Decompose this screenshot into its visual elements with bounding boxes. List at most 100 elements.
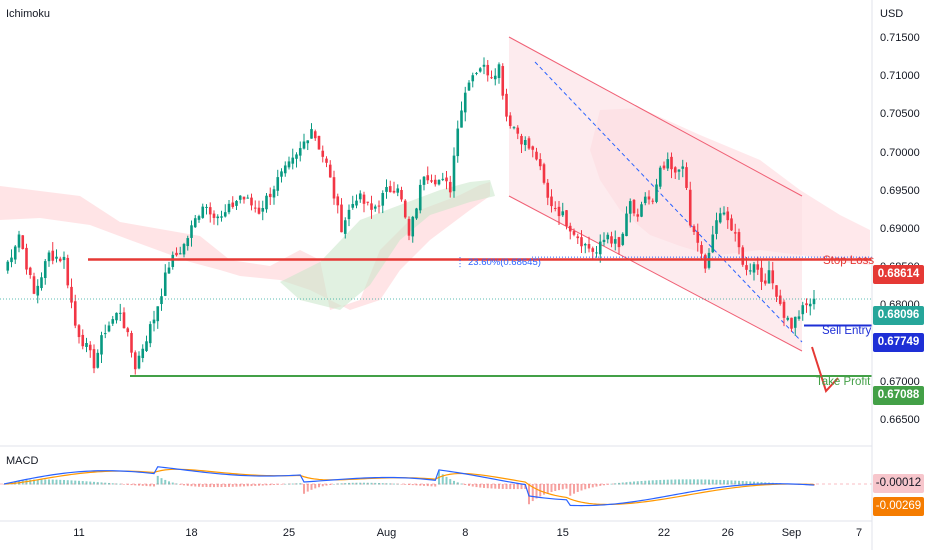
candle-body — [145, 341, 148, 352]
macd-histogram-bar — [378, 483, 380, 485]
candle-body — [328, 164, 332, 178]
macd-histogram-bar — [318, 484, 320, 488]
x-tick-label: 25 — [282, 527, 296, 539]
candle-body — [557, 206, 561, 217]
candle-body — [317, 135, 321, 150]
macd-histogram-bar — [426, 484, 429, 487]
candle-body — [490, 77, 493, 79]
macd-histogram-bar — [261, 484, 264, 486]
macd-histogram-bar — [501, 484, 504, 489]
macd-histogram-bar — [565, 484, 568, 489]
macd-histogram-bar — [303, 484, 305, 494]
candle-body — [32, 276, 36, 294]
candle-body — [812, 298, 816, 305]
candle-body — [287, 161, 291, 168]
take-profit-label: Take Profit — [816, 376, 871, 388]
candle-body — [175, 252, 178, 256]
macd-histogram-bar — [25, 479, 28, 485]
channel-upper-line — [508, 36, 803, 197]
macd-histogram-bar — [175, 483, 178, 485]
candle-body — [538, 159, 542, 167]
candle-body — [568, 225, 572, 232]
candle-body — [801, 305, 805, 315]
candle-body — [718, 213, 722, 223]
macd-histogram-bar — [715, 479, 718, 485]
macd-histogram-bar — [400, 484, 403, 485]
macd-histogram-bar — [3, 484, 5, 485]
candle-body — [475, 72, 478, 74]
macd-histogram-bar — [269, 484, 272, 486]
macd-histogram-bar — [51, 479, 54, 485]
candle-body — [343, 220, 347, 234]
macd-histogram-bar — [265, 484, 268, 486]
macd-histogram-bar — [494, 484, 497, 489]
channel-midline — [534, 61, 803, 343]
macd-histogram-bar — [644, 480, 647, 485]
candle-body — [666, 159, 670, 169]
macd-histogram-bar — [475, 484, 478, 488]
candle-body — [73, 301, 77, 326]
macd-histogram-bar — [693, 479, 695, 485]
candle-body — [808, 303, 812, 307]
candle-body — [730, 218, 733, 231]
macd-histogram-bar — [651, 480, 654, 485]
candle-body — [546, 182, 550, 198]
macd-signal-line — [3, 468, 815, 506]
candle-body — [47, 252, 51, 262]
candle-body — [441, 178, 445, 180]
candle-body — [190, 225, 193, 238]
candle-body — [520, 135, 523, 145]
candle-body — [385, 186, 388, 192]
macd-histogram-bar — [130, 484, 133, 486]
macd-histogram-bar — [520, 484, 523, 490]
candle-body — [670, 156, 673, 170]
candle-body — [797, 316, 801, 319]
macd-histogram-bar — [498, 484, 500, 489]
macd-histogram-bar — [288, 483, 290, 485]
macd-histogram-bar — [385, 483, 388, 485]
candle-body — [212, 213, 216, 218]
candle-body — [752, 264, 756, 273]
macd-histogram-bar — [670, 479, 673, 485]
candle-body — [422, 176, 426, 185]
candle-body — [572, 231, 576, 235]
macd-histogram-bar — [464, 484, 467, 486]
candle-body — [351, 203, 355, 208]
candle-body — [362, 194, 366, 204]
candle-body — [36, 285, 40, 296]
macd-histogram-bar — [48, 479, 50, 485]
sell-entry-price-badge: 0.67749 — [873, 333, 924, 352]
macd-histogram-bar — [674, 479, 677, 485]
macd-histogram-bar — [471, 484, 474, 487]
candle-body — [553, 207, 557, 209]
candle-body — [388, 186, 392, 193]
candle-body — [805, 303, 808, 306]
candle-body — [235, 200, 238, 206]
candle-body — [130, 332, 133, 353]
macd-histogram-bar — [505, 484, 508, 490]
candle-body — [501, 66, 505, 96]
macd-histogram-bar — [614, 483, 617, 485]
macd-histogram-bar — [344, 483, 347, 485]
candle-body — [516, 127, 520, 134]
candle-body — [745, 265, 748, 270]
macd-histogram-bar — [314, 484, 317, 489]
candle-body — [216, 216, 220, 219]
candle-body — [493, 75, 497, 80]
candle-body — [306, 140, 310, 144]
candle-body — [156, 306, 160, 322]
candle-body — [527, 138, 531, 149]
candle-body — [523, 140, 527, 146]
candle-body — [610, 236, 613, 244]
macd-histogram-bar — [190, 484, 193, 487]
candle-body — [508, 115, 512, 126]
candle-body — [583, 244, 587, 246]
candle-body — [651, 200, 655, 202]
macd-histogram-bar — [59, 479, 62, 485]
candle-body — [737, 232, 741, 248]
macd-histogram-bar — [239, 484, 242, 487]
macd-histogram-bar — [63, 479, 65, 485]
candle-body — [163, 272, 167, 296]
stop-loss-label: Stop Loss — [823, 255, 875, 267]
